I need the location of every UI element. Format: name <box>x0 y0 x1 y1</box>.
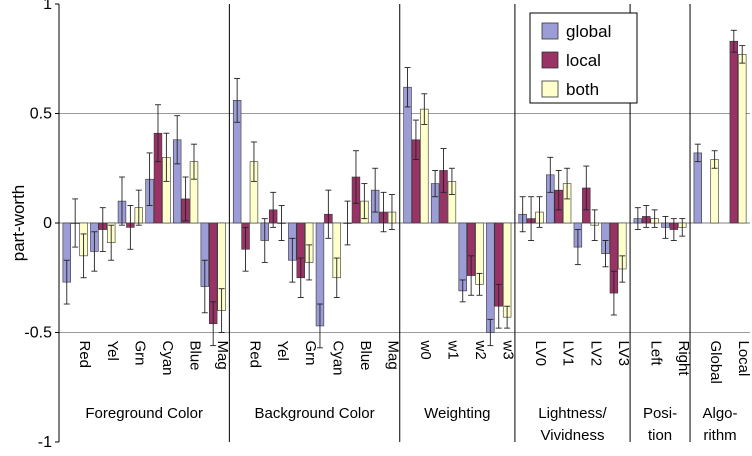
category-label: Mag <box>385 341 402 370</box>
group-label: Lightness/ <box>538 405 607 422</box>
category-label: Right <box>675 341 692 377</box>
category-label: Blue <box>357 341 374 371</box>
category-label: Left <box>647 341 664 367</box>
y-tick-label: 0 <box>43 215 52 232</box>
bar-local <box>729 40 739 224</box>
category-label: LV0 <box>532 341 549 367</box>
category-label: Grn <box>131 341 148 366</box>
y-tick-label: -0.5 <box>24 325 52 342</box>
legend-label-both: both <box>566 80 599 99</box>
category-label: LV1 <box>560 341 577 367</box>
group-label: Posi- <box>643 405 677 422</box>
bar-both <box>738 54 747 224</box>
y-tick-label: 1 <box>43 0 52 13</box>
y-axis-label: part-worth <box>9 185 28 262</box>
bar-both <box>420 108 429 224</box>
bar-global <box>693 152 703 224</box>
category-label: LV2 <box>587 341 604 367</box>
legend-swatch-both <box>541 80 559 98</box>
group-label: Weighting <box>424 405 490 422</box>
category-label: w3 <box>500 340 517 360</box>
category-label: Local <box>735 341 752 377</box>
group-label: Background Color <box>255 405 375 422</box>
legend-label-local: local <box>566 51 601 70</box>
category-label: Global <box>707 341 724 384</box>
y-tick-label: -1 <box>38 434 52 451</box>
category-label: Red <box>247 341 264 369</box>
category-label: Yel <box>274 341 291 361</box>
bar-global <box>486 222 495 333</box>
category-label: w1 <box>445 340 462 360</box>
category-label: Cyan <box>329 341 346 376</box>
legend-swatch-local <box>541 51 559 69</box>
bar-global <box>403 86 412 224</box>
group-label: Vividness <box>541 427 605 444</box>
group-label: tion <box>648 427 672 444</box>
category-label: Yel <box>104 341 121 361</box>
group-label: Foreground Color <box>85 405 203 422</box>
group-label: Algo- <box>703 405 738 422</box>
category-label: Red <box>76 341 93 369</box>
bar-both <box>710 159 719 224</box>
y-tick-label: 0.5 <box>30 106 52 123</box>
category-label: Cyan <box>159 341 176 376</box>
category-label: Blue <box>187 341 204 371</box>
category-label: w2 <box>472 340 489 360</box>
legend-swatch-global <box>541 22 559 40</box>
category-label: LV3 <box>615 341 632 367</box>
group-label: rithm <box>703 427 736 444</box>
bar-both <box>502 222 512 318</box>
category-label: Mag <box>214 341 231 370</box>
legend-label-global: global <box>566 22 611 41</box>
category-label: Grn <box>302 341 319 366</box>
category-label: w0 <box>417 340 434 360</box>
